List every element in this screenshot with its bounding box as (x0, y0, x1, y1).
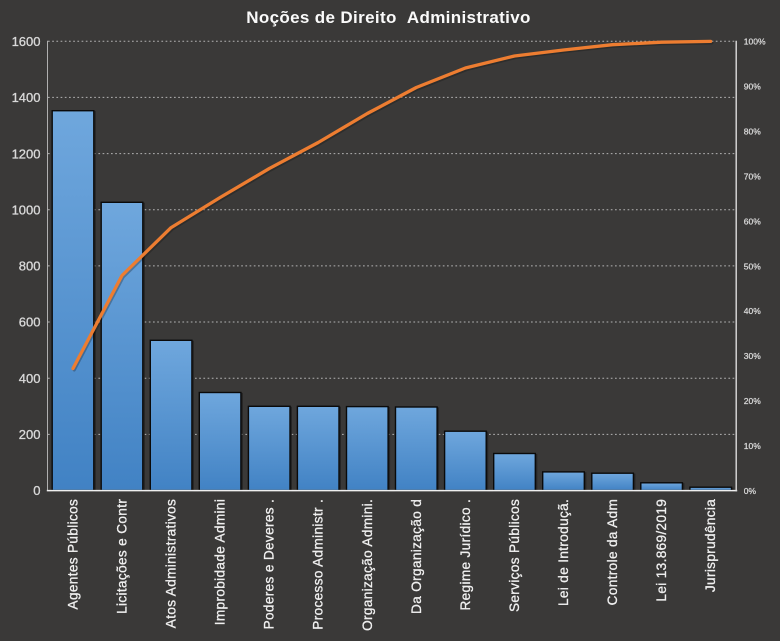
svg-text:Agentes Públicos: Agentes Públicos (66, 499, 81, 610)
svg-text:Lei 13.869/2019: Lei 13.869/2019 (654, 499, 669, 602)
svg-text:1200: 1200 (12, 146, 41, 161)
svg-text:60%: 60% (744, 216, 761, 226)
svg-text:100%: 100% (744, 37, 766, 47)
svg-text:Organização Admini.: Organização Admini. (360, 499, 375, 631)
svg-text:1000: 1000 (12, 202, 41, 217)
svg-text:Poderes e Deveres .: Poderes e Deveres . (262, 499, 277, 630)
svg-text:1600: 1600 (12, 34, 41, 49)
svg-text:Atos Administrativos: Atos Administrativos (164, 499, 179, 628)
svg-text:0%: 0% (744, 486, 757, 496)
svg-text:Regime Jurídico .: Regime Jurídico . (458, 499, 473, 611)
svg-text:400: 400 (19, 371, 41, 386)
svg-text:200: 200 (19, 427, 41, 442)
svg-text:30%: 30% (744, 351, 761, 361)
svg-text:70%: 70% (744, 171, 761, 181)
svg-text:Noções de Direito Administrat: Noções de Direito Administrativo (246, 8, 531, 27)
svg-text:Lei de Introduçã.: Lei de Introduçã. (556, 499, 571, 606)
svg-text:Improbidade Admini: Improbidade Admini (213, 499, 228, 625)
svg-text:20%: 20% (744, 396, 761, 406)
svg-text:Serviços Públicos: Serviços Públicos (507, 499, 522, 612)
svg-text:Jurisprudência: Jurisprudência (703, 499, 718, 592)
svg-text:1400: 1400 (12, 90, 41, 105)
svg-text:90%: 90% (744, 82, 761, 92)
svg-text:80%: 80% (744, 127, 761, 137)
svg-text:Processo Administr .: Processo Administr . (311, 499, 326, 630)
svg-text:10%: 10% (744, 441, 761, 451)
svg-text:800: 800 (19, 259, 41, 274)
svg-text:600: 600 (19, 315, 41, 330)
svg-text:Da Organização d: Da Organização d (409, 499, 424, 614)
svg-text:50%: 50% (744, 261, 761, 271)
svg-text:40%: 40% (744, 306, 761, 316)
svg-text:Licitações e Contr: Licitações e Contr (115, 499, 130, 614)
svg-text:0: 0 (33, 483, 40, 498)
svg-text:Controle da Adm: Controle da Adm (605, 499, 620, 606)
